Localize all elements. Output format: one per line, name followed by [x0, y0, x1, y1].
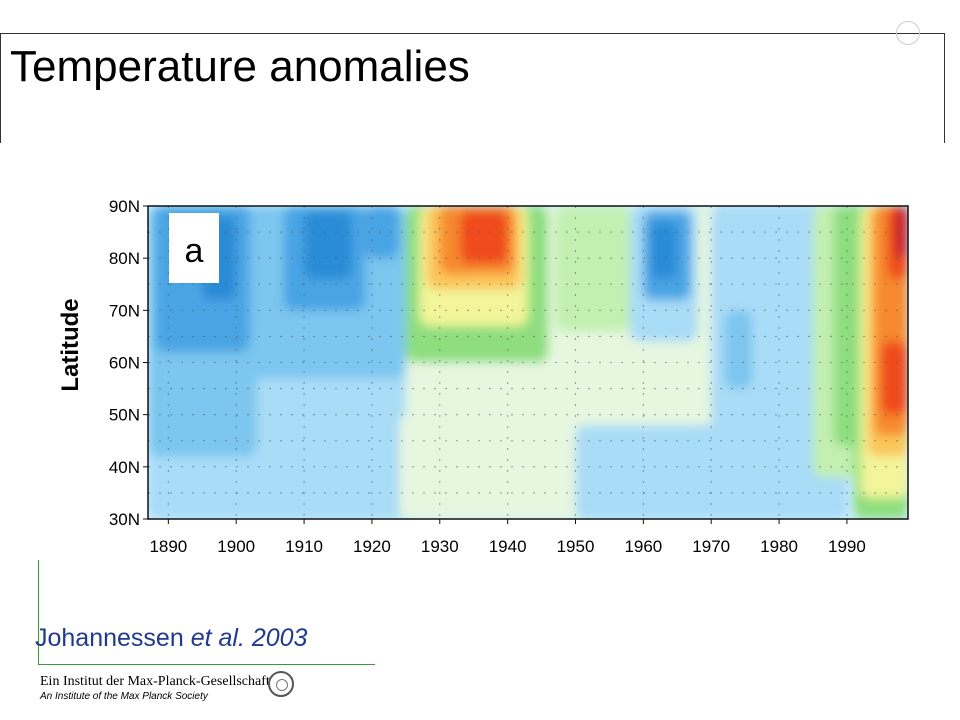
anomaly-region: [460, 211, 508, 264]
y-tick-label: 30N: [109, 510, 140, 529]
anomaly-region: [880, 341, 908, 415]
y-axis-label: Latitude: [57, 298, 84, 391]
x-tick-label: 1950: [557, 537, 595, 556]
slide-title: Temperature anomalies: [10, 42, 470, 91]
x-tick-label: 1930: [421, 537, 459, 556]
x-tick-label: 1990: [828, 537, 866, 556]
decor-horizontal-line: [38, 664, 375, 665]
citation-etal: et al.: [190, 624, 245, 652]
title-frame: [0, 33, 945, 143]
x-tick-label: 1900: [217, 537, 255, 556]
y-tick-label: 70N: [109, 301, 140, 320]
panel-label-box: [169, 213, 219, 283]
y-tick-label: 90N: [109, 197, 140, 216]
anomaly-region: [724, 310, 752, 389]
heatmap-plot-area: [148, 206, 908, 519]
max-planck-logo-icon: [268, 671, 294, 697]
anomaly-region: [575, 425, 725, 519]
citation-year: 2003: [251, 624, 308, 652]
anomaly-region: [894, 206, 908, 259]
x-tick-label: 1910: [285, 537, 323, 556]
anomaly-region: [650, 221, 678, 280]
decor-vertical-line: [38, 560, 39, 665]
citation: Johannessen et al. 2003: [35, 624, 307, 653]
x-tick-label: 1920: [353, 537, 391, 556]
x-tick-label: 1960: [624, 537, 662, 556]
y-tick-label: 50N: [109, 406, 140, 425]
x-tick-label: 1890: [149, 537, 187, 556]
y-tick-label: 60N: [109, 354, 140, 373]
footer-institute-en: An Institute of the Max Planck Society: [40, 691, 208, 702]
x-tick-label: 1940: [489, 537, 527, 556]
y-tick-label: 80N: [109, 249, 140, 268]
x-tick-label: 1970: [692, 537, 730, 556]
anomaly-region: [304, 211, 352, 280]
footer-institute-de: Ein Institut der Max-Planck-Gesellschaft: [40, 674, 270, 689]
anomaly-region: [555, 206, 630, 332]
anomaly-region: [365, 206, 400, 259]
header-seal-icon: [896, 21, 920, 45]
citation-author: Johannessen: [35, 624, 184, 652]
x-tick-label: 1980: [760, 537, 798, 556]
panel-label: a: [185, 232, 204, 270]
anomaly-region: [772, 206, 813, 321]
y-tick-label: 40N: [109, 458, 140, 477]
